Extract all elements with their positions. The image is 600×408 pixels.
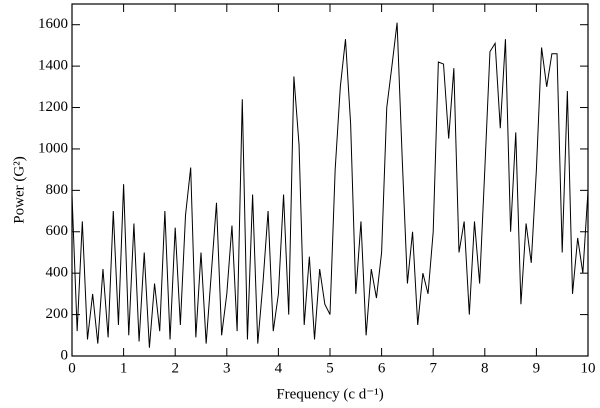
y-tick-label: 1600	[38, 16, 68, 32]
data-line	[71, 22, 589, 348]
y-tick-label: 800	[46, 182, 69, 198]
x-tick-label: 4	[275, 360, 283, 376]
x-tick-label: 10	[581, 360, 596, 376]
x-tick-label: 0	[68, 360, 76, 376]
x-tick-label: 3	[223, 360, 231, 376]
x-tick-label: 5	[326, 360, 334, 376]
x-tick-label: 8	[481, 360, 489, 376]
x-tick-label: 2	[171, 360, 179, 376]
x-axis-label: Frequency (c d⁻¹)	[276, 386, 383, 402]
y-tick-label: 1000	[38, 140, 68, 156]
y-tick-label: 1200	[38, 99, 68, 115]
y-tick-label: 1400	[38, 58, 68, 74]
y-tick-label: 400	[46, 265, 69, 281]
y-axis-label: Power (G²)	[11, 156, 27, 223]
x-tick-label: 9	[533, 360, 541, 376]
x-tick-label: 6	[378, 360, 386, 376]
y-tick-label: 0	[61, 347, 69, 363]
y-tick-label: 600	[46, 223, 69, 239]
x-tick-label: 1	[120, 360, 128, 376]
x-tick-label: 7	[429, 360, 437, 376]
y-tick-label: 200	[46, 306, 69, 322]
